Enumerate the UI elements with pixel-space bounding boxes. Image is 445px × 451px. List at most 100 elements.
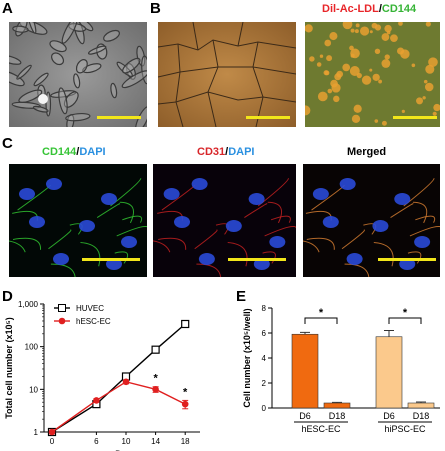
cell-shape: [33, 72, 49, 87]
data-point: [48, 428, 56, 436]
cell-number-bar-chart: 0 2 4 6 8 Cell number (x10⁵/well) D6 D18 hESC-EC…: [242, 304, 440, 434]
cell-shape: [122, 57, 141, 74]
bar: [323, 402, 351, 409]
legend-marker: [58, 304, 66, 312]
ldl-spot: [361, 75, 372, 85]
ldl-spot: [384, 24, 392, 33]
ldl-spot: [319, 54, 324, 58]
nucleus: [312, 188, 329, 200]
cell-shape: [49, 40, 67, 53]
cell-shape: [82, 63, 102, 74]
ldl-spot: [354, 29, 359, 34]
junction-line: [227, 241, 248, 267]
merged-image: [303, 164, 440, 277]
junction-line: [415, 215, 436, 223]
significance-bracket: [388, 317, 422, 324]
ldl-spot: [317, 91, 328, 102]
nucleus: [19, 188, 35, 200]
junction-line: [244, 203, 268, 218]
nucleus: [346, 253, 363, 265]
nucleus: [225, 220, 242, 232]
x-tick-label: 6: [94, 437, 99, 446]
y-tick-label: 4: [262, 354, 267, 363]
ldl-spot: [372, 73, 380, 81]
category-label: D6: [299, 411, 311, 421]
cell-shape: [58, 87, 68, 115]
significance-star: *: [403, 307, 408, 319]
junction-line: [264, 226, 296, 237]
group-label: hESC-EC: [301, 424, 341, 434]
cd144-dapi-title: CD144/DAPI: [42, 146, 106, 158]
junction-line: [116, 226, 147, 237]
junction-line: [119, 201, 134, 224]
cell-shape: [121, 70, 147, 89]
y-tick-label: 1: [34, 428, 39, 437]
nucleus: [79, 220, 95, 232]
bar: [375, 336, 403, 409]
nucleus: [399, 258, 416, 270]
ldl-spot: [351, 114, 361, 123]
ldl-spot: [305, 105, 311, 116]
junction-line: [303, 240, 320, 253]
nucleus: [414, 236, 431, 248]
ldl-spot: [398, 22, 403, 26]
x-tick-label: 10: [122, 437, 131, 446]
category-label: D6: [383, 411, 395, 421]
panel-label-a: A: [2, 0, 13, 17]
title-slash: /: [76, 146, 80, 158]
scale-bar-c3: [378, 258, 436, 261]
ldl-spot: [333, 95, 340, 103]
cd31-dapi-title: CD31/DAPI: [197, 146, 254, 158]
cell-shape: [103, 29, 120, 42]
cell-shape: [16, 64, 32, 80]
junction-line: [153, 240, 171, 253]
significance-star: *: [319, 307, 324, 319]
cell-shape: [51, 52, 65, 66]
nucleus: [372, 220, 389, 232]
ldl-spot: [381, 59, 391, 68]
cell-shape: [9, 70, 25, 87]
nucleus: [53, 253, 69, 265]
cell-shape: [9, 54, 22, 65]
ldl-spot: [384, 54, 390, 60]
nucleus: [269, 236, 286, 248]
cell-shape: [32, 105, 49, 113]
scale-bar-c1: [82, 258, 140, 261]
nucleus: [174, 216, 191, 228]
y-axis-label: Total cell number (x10⁵): [4, 317, 14, 419]
ldl-spot: [305, 24, 313, 33]
x-axis-label: Days: [115, 449, 137, 451]
title-green-part: CD144: [42, 146, 77, 158]
data-point: [122, 378, 130, 386]
junction-line: [9, 240, 26, 253]
y-tick-label: 10: [29, 385, 38, 394]
ldl-spot: [350, 28, 355, 33]
cell-shape: [75, 59, 88, 74]
cell-shape: [141, 55, 147, 85]
ldl-spot: [356, 72, 362, 79]
panel-label-c: C: [2, 135, 13, 152]
ldl-spot: [422, 96, 426, 100]
junction-line: [194, 229, 218, 250]
junction-line: [412, 201, 428, 224]
nucleus: [248, 193, 265, 205]
y-tick-label: 2: [262, 379, 267, 388]
junction-line: [390, 203, 414, 218]
category-label: D18: [413, 411, 430, 421]
nucleus: [191, 178, 208, 190]
nucleus: [46, 178, 62, 190]
data-point: [152, 386, 159, 393]
ldl-spot: [350, 48, 360, 59]
ldl-spot: [355, 23, 360, 28]
panel-label-d: D: [2, 288, 13, 305]
y-tick-label: 0: [262, 404, 267, 413]
junction-line: [50, 263, 76, 277]
data-point: [151, 345, 160, 354]
title-green-part: CD144: [381, 3, 417, 15]
bar: [291, 333, 319, 409]
nucleus: [198, 253, 215, 265]
panel-label-b: B: [150, 0, 161, 17]
title-slash: /: [378, 3, 382, 15]
ldl-spot: [342, 22, 353, 30]
ldl-spot: [397, 47, 405, 55]
